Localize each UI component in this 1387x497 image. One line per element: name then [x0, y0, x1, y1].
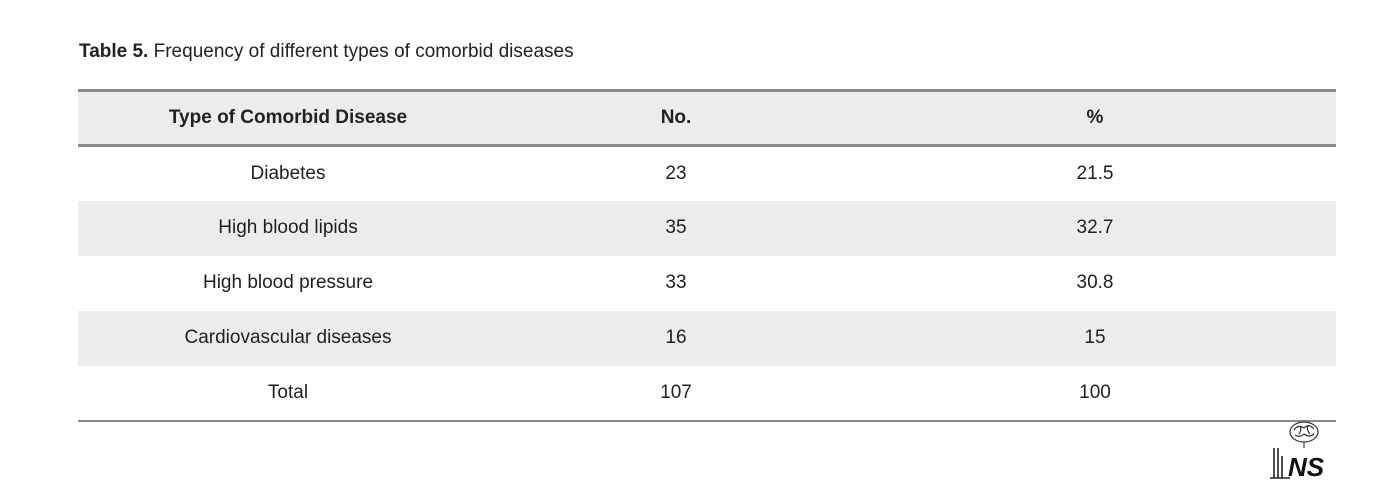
- journal-logo-icon: NS: [1268, 418, 1344, 482]
- cell-type: Cardiovascular diseases: [184, 327, 392, 348]
- journal-logo-graphic: NS: [1270, 421, 1325, 482]
- cell-count: 107: [660, 381, 692, 403]
- cell-type: High blood pressure: [202, 272, 374, 293]
- table-row: Cardiovascular diseases 16 15: [78, 310, 1336, 366]
- header-type: Type of Comorbid Disease: [168, 107, 408, 128]
- cell-type: Total: [267, 381, 309, 403]
- comorbid-diseases-table: Type of Comorbid Disease No. % Diabetes …: [78, 89, 1336, 422]
- table-total-row: Total 107 100: [78, 366, 1336, 421]
- cell-count: 35: [665, 217, 687, 238]
- logo-text: NS: [1288, 452, 1325, 482]
- table-caption-text: Frequency of different types of comorbid…: [148, 41, 574, 62]
- cell-type: High blood lipids: [218, 217, 358, 238]
- cell-count: 23: [665, 162, 687, 184]
- cell-percent: 15: [1084, 327, 1106, 348]
- cell-percent: 32.7: [1076, 217, 1114, 238]
- table-caption: Table 5. Frequency of different types of…: [79, 40, 574, 64]
- table-row: Diabetes 23 21.5: [78, 146, 1336, 201]
- cell-percent: 21.5: [1076, 162, 1114, 184]
- cell-type: Diabetes: [250, 162, 326, 184]
- table-caption-label: Table 5.: [79, 41, 149, 62]
- table-header-row: Type of Comorbid Disease No. %: [78, 90, 1336, 146]
- header-percent: %: [1086, 107, 1104, 128]
- table-row: High blood lipids 35 32.7: [78, 200, 1336, 256]
- cell-count: 33: [665, 272, 687, 293]
- cell-percent: 100: [1079, 381, 1111, 403]
- cell-percent: 30.8: [1076, 272, 1114, 293]
- cell-count: 16: [665, 327, 687, 348]
- header-count: No.: [660, 107, 692, 128]
- table-row: High blood pressure 33 30.8: [78, 256, 1336, 311]
